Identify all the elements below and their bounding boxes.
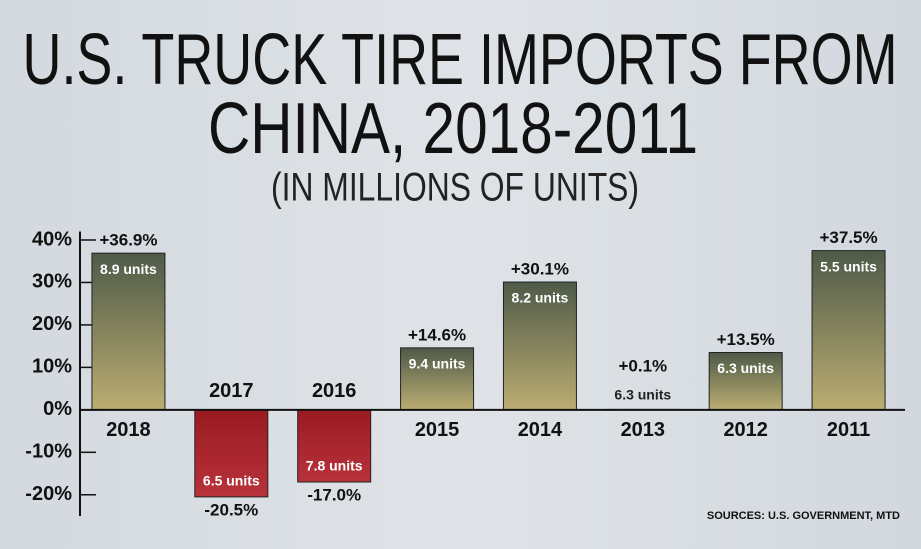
bar: [91, 252, 166, 411]
y-tick-label: 20%: [32, 313, 72, 335]
unit-label: 6.5 units: [203, 473, 260, 489]
y-tick-label: 40%: [32, 228, 72, 250]
value-label: +13.5%: [717, 330, 775, 349]
y-tick-label: 30%: [32, 271, 72, 293]
value-label: -17.0%: [307, 486, 361, 505]
unit-label: 5.5 units: [820, 258, 877, 274]
value-label: -20.5%: [204, 500, 258, 519]
category-label: 2011: [827, 419, 870, 441]
y-tick-label: 10%: [32, 356, 72, 378]
category-label: 2013: [621, 419, 666, 441]
category-label: 2018: [106, 419, 151, 441]
chart-title: U.S. TRUCK TIRE IMPORTS FROM: [23, 20, 898, 100]
value-label: +0.1%: [618, 356, 667, 375]
y-tick-label: 0%: [43, 398, 72, 420]
y-tick-label: -10%: [25, 441, 72, 463]
value-label: +36.9%: [99, 231, 157, 250]
unit-label: 6.3 units: [717, 360, 774, 376]
category-label: 2017: [209, 380, 254, 402]
bar: [297, 409, 372, 483]
category-label: 2015: [415, 419, 460, 441]
value-label: +30.1%: [511, 260, 569, 279]
source: SOURCES: U.S. GOVERNMENT, MTD: [707, 510, 900, 522]
unit-label: 8.2 units: [512, 290, 569, 306]
unit-label: 6.3 units: [614, 387, 671, 403]
category-label: 2014: [518, 419, 563, 441]
category-label: 2012: [723, 419, 768, 441]
category-label: 2016: [312, 380, 357, 402]
bar: [400, 347, 475, 411]
bar: [502, 281, 577, 411]
bar: [708, 352, 783, 411]
unit-label: 7.8 units: [306, 458, 363, 474]
unit-label: 9.4 units: [409, 356, 466, 372]
bar: [811, 250, 886, 411]
chart-subtitle: (IN MILLIONS OF UNITS): [271, 166, 639, 210]
y-tick-label: -20%: [25, 483, 72, 505]
bar: [194, 409, 269, 498]
unit-label: 8.9 units: [100, 261, 157, 277]
chart-title: CHINA, 2018-2011: [208, 89, 698, 169]
value-label: +14.6%: [408, 325, 466, 344]
value-label: +37.5%: [819, 228, 877, 247]
